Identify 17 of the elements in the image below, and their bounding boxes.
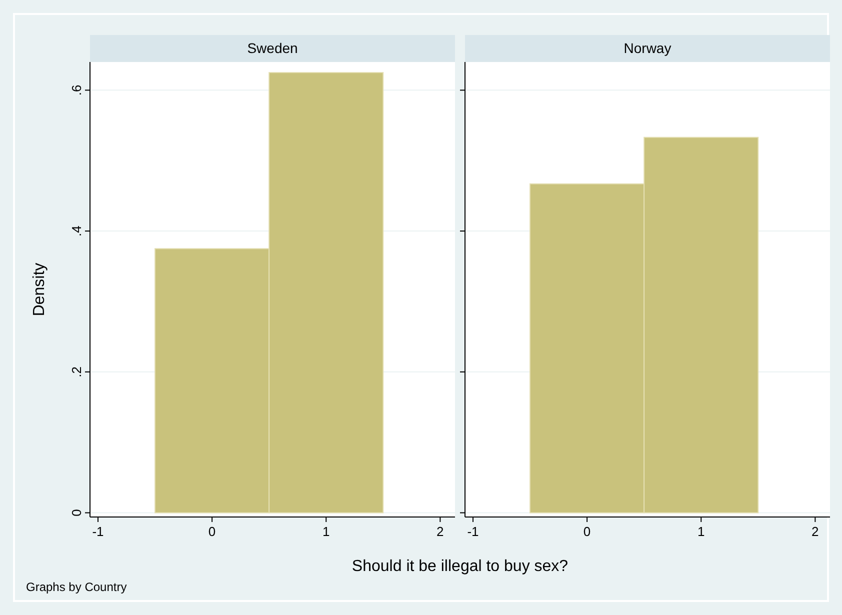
x-tick-label: -1 (467, 524, 479, 539)
y-axis-title: Density (31, 262, 48, 316)
text: Graphs by Country (26, 580, 127, 594)
x-tick-label: 2 (812, 524, 819, 539)
x-axis-title: Should it be illegal to buy sex? (352, 558, 568, 575)
chart-title: Norway (624, 40, 672, 56)
y-tick-label: .2 (69, 366, 84, 378)
y-tick-label: .4 (69, 226, 84, 236)
x-tick-label: 1 (697, 524, 705, 539)
x-tick-label: 0 (208, 524, 216, 539)
y-tick-label: 0 (69, 509, 84, 516)
x-tick-label: 1 (322, 524, 330, 539)
chart-title: Sweden (247, 40, 298, 56)
x-tick-label: 0 (583, 524, 591, 539)
x-tick-label: 2 (436, 524, 444, 539)
y-tick-label: .6 (69, 84, 84, 96)
x-tick-label: -1 (92, 524, 104, 539)
